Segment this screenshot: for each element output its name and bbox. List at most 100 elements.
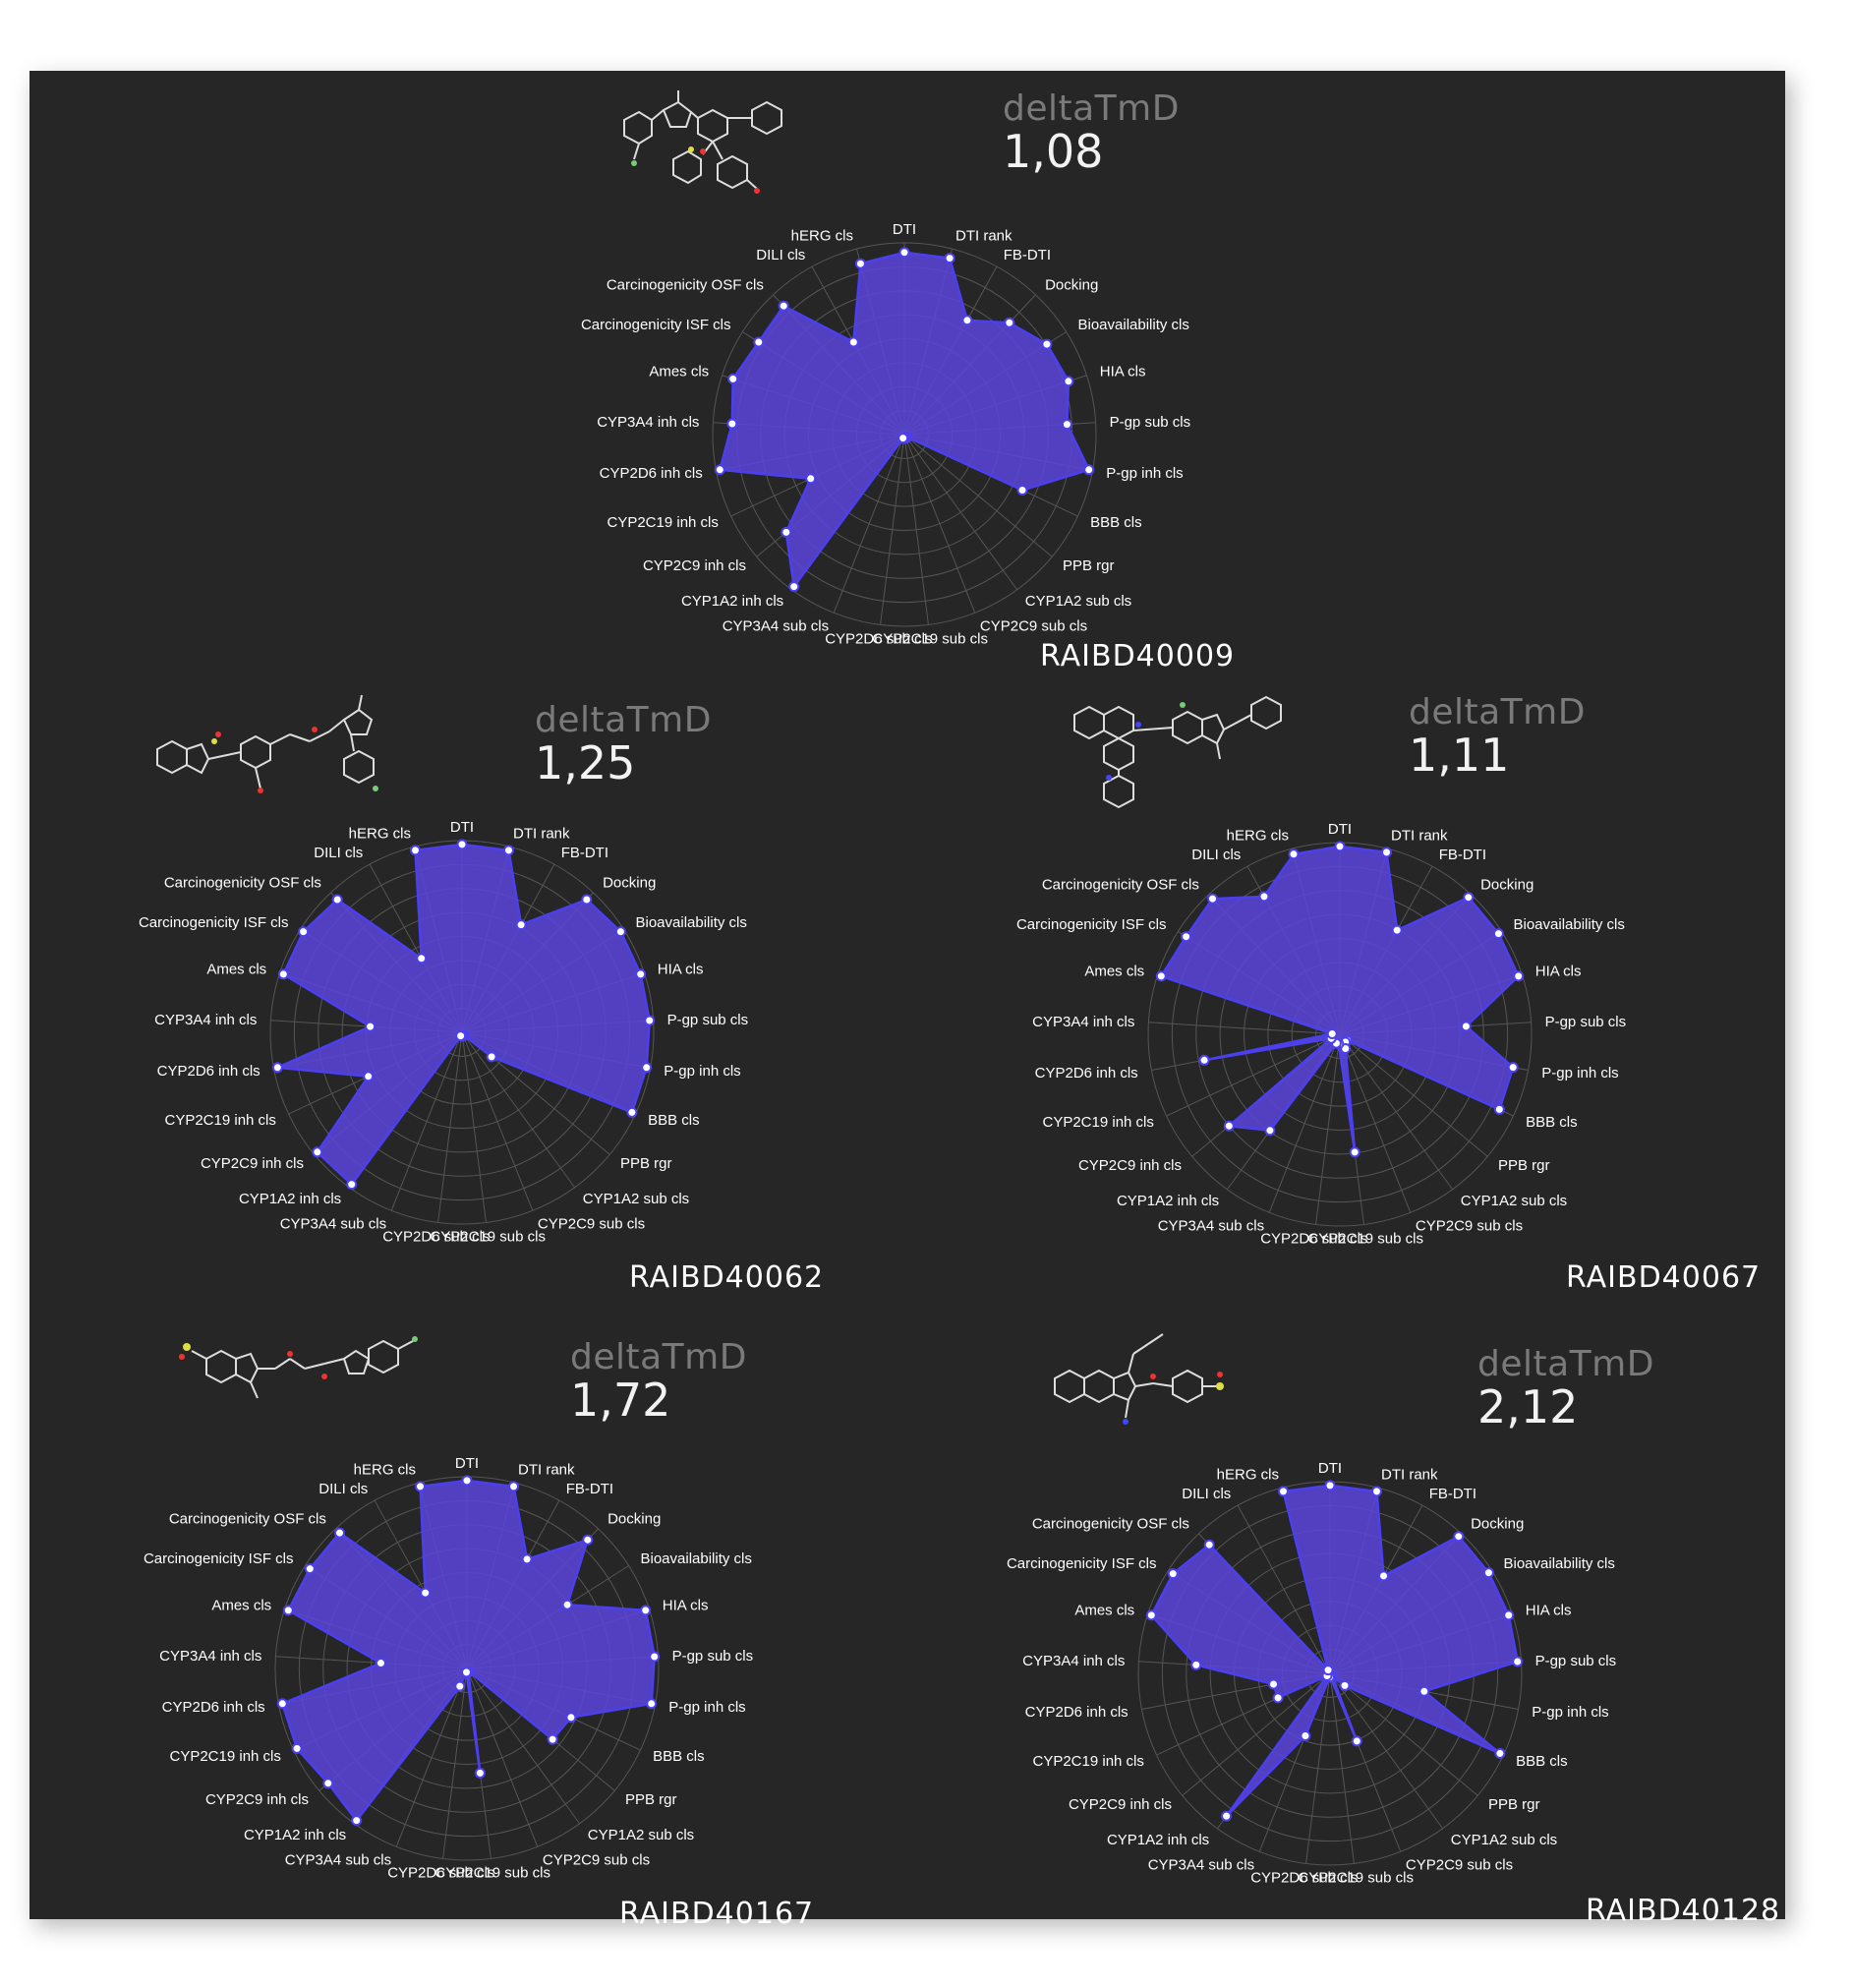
axis-label: hERG cls	[354, 1462, 416, 1479]
radar-chart: DTI DTI rank FB-DTI Docking Bioavailability …	[1007, 1460, 1617, 1886]
axis-label: hERG cls	[1217, 1467, 1279, 1484]
molecule-structure-image	[179, 1336, 418, 1399]
grid-spoke	[461, 1031, 534, 1211]
compound-id: RAIBD40067	[1566, 1260, 1762, 1295]
axis-label: CYP3A4 sub cls	[723, 617, 829, 634]
data-point-24	[410, 845, 421, 856]
metric-label: deltaTmD	[1477, 1344, 1654, 1384]
grid-spoke	[1268, 1033, 1341, 1213]
axis-label: CYP3A4 inh cls	[1022, 1653, 1125, 1669]
axis-label: CYP2C9 inh cls	[643, 557, 746, 574]
axis-label: CYP3A4 sub cls	[285, 1851, 391, 1868]
axis-label: CYP2C19 inh cls	[170, 1748, 281, 1765]
data-point-5	[1513, 970, 1525, 982]
axis-label: hERG cls	[349, 826, 411, 843]
axis-label: CYP2C19 sub cls	[1298, 1869, 1414, 1886]
axis-label: P-gp sub cls	[1545, 1014, 1627, 1030]
data-point-2	[1378, 1570, 1389, 1582]
axis-label: Bioavailability cls	[1078, 317, 1189, 333]
axis-label: FB-DTI	[561, 845, 608, 861]
data-point-8	[1493, 1103, 1505, 1115]
axis-label: CYP2D6 inh cls	[1025, 1704, 1129, 1721]
axis-label: Bioavailability cls	[641, 1550, 752, 1567]
metric-label: deltaTmD	[570, 1337, 747, 1377]
data-point-5	[1063, 376, 1074, 387]
data-point-18	[1198, 1054, 1210, 1066]
data-point-22	[331, 894, 343, 906]
axis-label: Docking	[1471, 1516, 1524, 1533]
axis-label: CYP2C9 inh cls	[1078, 1157, 1182, 1174]
metric-value: 1,25	[535, 736, 636, 789]
axis-label: CYP2C9 sub cls	[538, 1215, 645, 1232]
data-point-9	[547, 1733, 558, 1745]
axis-label: DTI rank	[1381, 1467, 1438, 1484]
axis-label: P-gp inh cls	[664, 1063, 740, 1080]
axis-label: DTI rank	[518, 1462, 575, 1479]
data-point-2	[521, 1553, 533, 1565]
axis-label: DILI cls	[1182, 1486, 1231, 1502]
axis-label: CYP2D6 inh cls	[600, 465, 703, 482]
data-point-6	[1460, 1021, 1472, 1032]
data-point-0	[1334, 841, 1346, 852]
axis-label: P-gp inh cls	[668, 1699, 745, 1716]
axis-label: CYP1A2 sub cls	[1461, 1193, 1567, 1209]
molecule-structure-image	[156, 694, 378, 793]
radar-card-raibd40062: deltaTmD 1,25 DTI DTI rank FB-DTI Docking Bi…	[29, 680, 907, 1310]
data-point-3	[1453, 1531, 1465, 1543]
grid-spoke	[903, 434, 976, 614]
axis-label: CYP2C9 sub cls	[1416, 1217, 1523, 1234]
data-point-0	[898, 247, 910, 259]
axis-label: DTI rank	[955, 228, 1013, 245]
data-point-19	[1326, 1028, 1338, 1039]
data-point-23	[416, 953, 428, 965]
axis-label: CYP2C9 inh cls	[1069, 1796, 1172, 1813]
data-point-20	[1145, 1609, 1157, 1621]
data-point-15	[788, 581, 800, 593]
axis-label: CYP2D6 inh cls	[162, 1699, 265, 1716]
radar-card-raibd40067: deltaTmD 1,11 DTI DTI rank FB-DTI Docking Bi…	[907, 680, 1785, 1310]
axis-label: CYP1A2 inh cls	[1107, 1832, 1209, 1848]
axis-label: CYP2D6 sub cls	[1260, 1230, 1367, 1247]
data-point-17	[805, 473, 817, 485]
axis-label: CYP1A2 sub cls	[1025, 593, 1131, 610]
radar-chart: DTI DTI rank FB-DTI Docking Bioavailability …	[139, 819, 748, 1245]
compound-id: RAIBD40128	[1586, 1894, 1781, 1928]
axis-label: HIA cls	[1100, 363, 1146, 380]
axis-label: Ames cls	[211, 1597, 271, 1613]
data-point-15	[351, 1815, 363, 1827]
axis-label: Ames cls	[1074, 1602, 1134, 1618]
data-point-7	[1083, 464, 1095, 476]
grid-spoke	[437, 1031, 463, 1223]
data-point-18	[276, 1698, 288, 1710]
radar-chart: DTI DTI rank FB-DTI Docking Bioavailability …	[581, 221, 1190, 647]
data-point-3	[1004, 317, 1015, 328]
data-point-22	[334, 1527, 345, 1539]
molecule-structure-image	[1054, 1333, 1224, 1425]
data-point-2	[515, 919, 527, 931]
grid-spoke	[833, 434, 905, 614]
axis-label: Bioavailability cls	[1504, 1555, 1615, 1572]
data-point-18	[271, 1062, 283, 1074]
axis-label: CYP2C19 sub cls	[1307, 1230, 1423, 1247]
data-point-3	[1463, 892, 1475, 904]
figure-panel: deltaTmD 1,08 DTI DTI rank FB-DTI Docking Bi…	[29, 71, 1785, 1931]
data-point-24	[1278, 1486, 1289, 1497]
data-point-23	[1258, 891, 1270, 903]
data-point-0	[461, 1475, 473, 1487]
axis-label: CYP2C19 inh cls	[608, 514, 719, 531]
axis-label: CYP3A4 sub cls	[1158, 1217, 1264, 1234]
data-point-1	[503, 845, 514, 856]
axis-label: Docking	[1480, 877, 1534, 894]
axis-label: Carcinogenicity ISF cls	[139, 914, 289, 931]
axis-label: CYP3A4 sub cls	[280, 1215, 386, 1232]
data-point-4	[1041, 338, 1053, 350]
grid-spoke	[1305, 1672, 1331, 1864]
axis-label: CYP2C9 sub cls	[1406, 1856, 1513, 1873]
axis-label: hERG cls	[791, 228, 853, 245]
radar-chart: DTI DTI rank FB-DTI Docking Bioavailability …	[1016, 821, 1627, 1247]
data-point-22	[1207, 893, 1218, 905]
axis-label: CYP3A4 inh cls	[1032, 1014, 1134, 1030]
axis-label: Docking	[603, 875, 656, 892]
data-point-8	[1494, 1747, 1506, 1759]
axis-label: P-gp sub cls	[1535, 1653, 1617, 1669]
